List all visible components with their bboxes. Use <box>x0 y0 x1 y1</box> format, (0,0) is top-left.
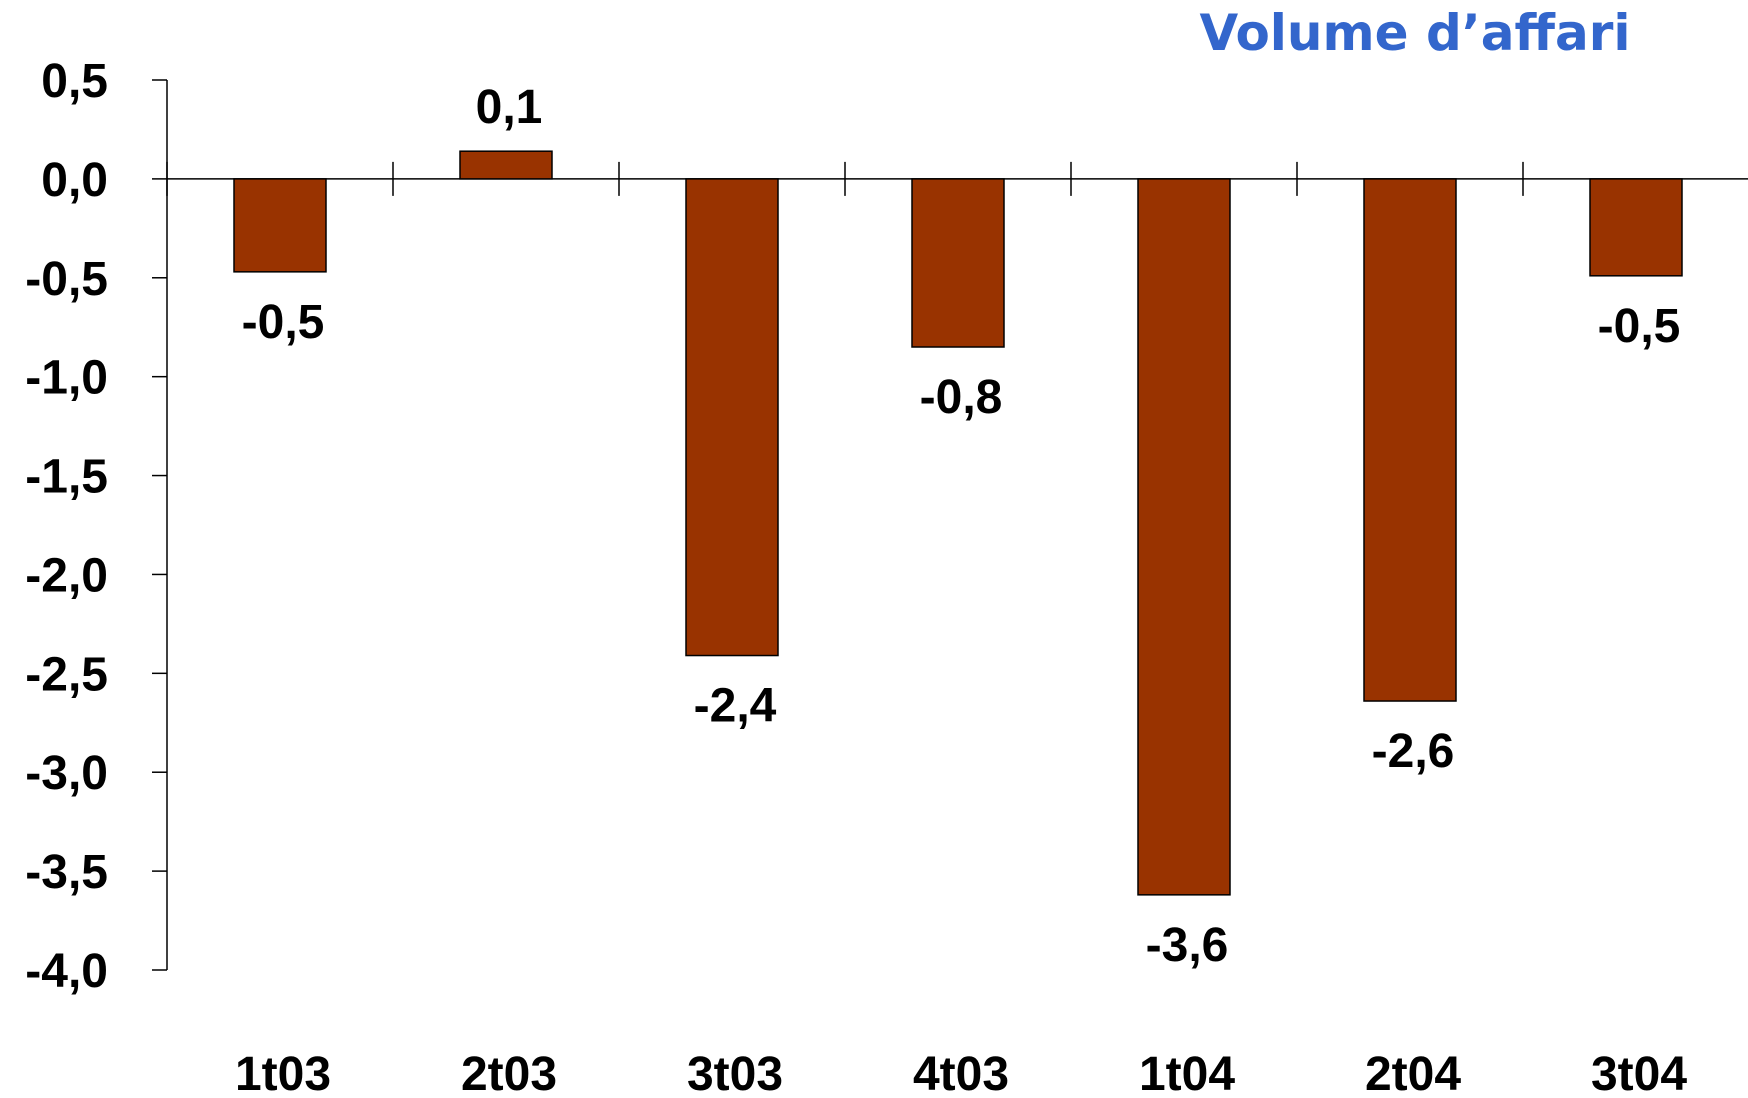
x-category-label: 2t04 <box>1365 1048 1461 1098</box>
bar-4t03 <box>911 178 1005 348</box>
y-tick-label: -4,0 <box>25 945 108 998</box>
bar-1t03 <box>233 178 327 273</box>
data-label: 0,1 <box>476 81 543 134</box>
bar-2t04 <box>1363 178 1457 702</box>
y-tick-label: 0,0 <box>41 154 108 207</box>
y-tick-label: -0,5 <box>25 253 108 306</box>
y-tick-label: -2,0 <box>25 549 108 602</box>
axes: 0,5 0,0 -0,5 -1,0 -1,5 -2,0 -2,5 -3,0 -3,5 -4,0 <box>25 55 1748 998</box>
data-label: -2,6 <box>1372 725 1455 778</box>
bar-2t03 <box>459 150 553 180</box>
x-category-label: 3t04 <box>1591 1048 1687 1098</box>
bar-1t04 <box>1137 178 1231 896</box>
labels: -0,5 1t03 0,1 2t03 -2,4 3t03 -0,8 4t03 -3,6 1t04 -… <box>235 81 1687 1098</box>
chart-title: Volume d’affari <box>1199 4 1630 62</box>
x-category-label: 4t03 <box>913 1048 1009 1098</box>
y-tick-label: -1,0 <box>25 352 108 405</box>
x-category-label: 3t03 <box>687 1048 783 1098</box>
x-category-label: 1t03 <box>235 1048 331 1098</box>
y-tick-label: -1,5 <box>25 451 108 504</box>
y-tick-label: -2,5 <box>25 648 108 701</box>
y-tick-label: 0,5 <box>41 55 108 108</box>
data-label: -0,5 <box>242 296 325 349</box>
bars <box>233 150 1683 896</box>
bar-3t04 <box>1589 178 1683 277</box>
x-category-label: 1t04 <box>1139 1048 1235 1098</box>
y-tick-label: -3,5 <box>25 846 108 899</box>
y-tick-label: -3,0 <box>25 747 108 800</box>
data-label: -0,8 <box>920 371 1003 424</box>
data-label: -3,6 <box>1146 919 1229 972</box>
data-label: -0,5 <box>1598 300 1681 353</box>
data-label: -2,4 <box>694 680 777 733</box>
x-category-label: 2t03 <box>461 1048 557 1098</box>
bar-3t03 <box>685 178 779 657</box>
